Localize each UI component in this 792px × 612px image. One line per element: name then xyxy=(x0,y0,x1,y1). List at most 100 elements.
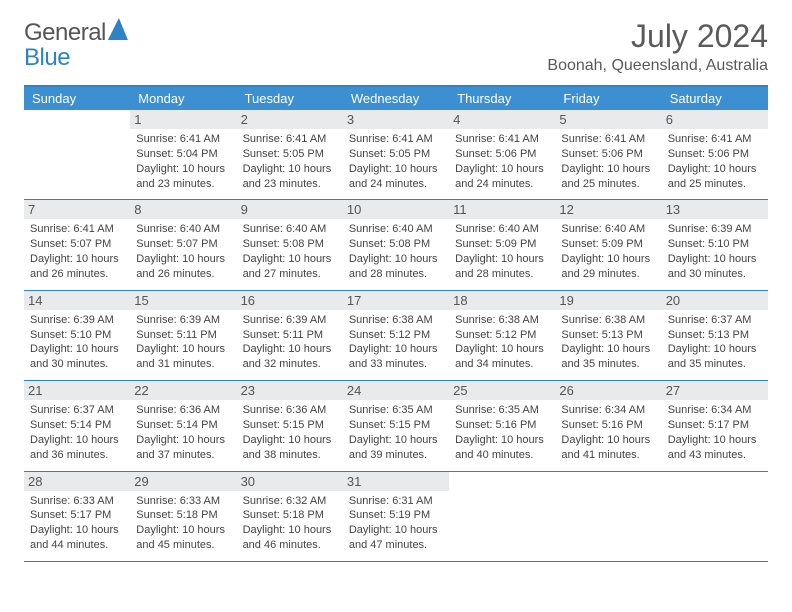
sunset-line: Sunset: 5:09 PM xyxy=(561,237,655,252)
day-info: Sunrise: 6:41 AMSunset: 5:05 PMDaylight:… xyxy=(349,132,443,191)
calendar-cell: 19Sunrise: 6:38 AMSunset: 5:13 PMDayligh… xyxy=(555,291,661,380)
calendar-week: 7Sunrise: 6:41 AMSunset: 5:07 PMDaylight… xyxy=(24,200,768,290)
calendar-week: 14Sunrise: 6:39 AMSunset: 5:10 PMDayligh… xyxy=(24,291,768,381)
day-info: Sunrise: 6:34 AMSunset: 5:17 PMDaylight:… xyxy=(668,403,762,462)
calendar-cell: 26 Sunrise: 6:34 AMSunset: 5:16 PMDayligh… xyxy=(555,381,661,470)
day-number: 15 xyxy=(130,291,236,310)
day-number: 5 xyxy=(555,110,661,129)
sunrise-line: Sunrise: 6:39 AM xyxy=(243,313,337,328)
sunset-line: Sunset: 5:07 PM xyxy=(136,237,230,252)
sunset-line: Sunset: 5:17 PM xyxy=(668,418,762,433)
dow-friday: Friday xyxy=(555,87,661,110)
sunrise-line: Sunrise: 6:31 AM xyxy=(349,494,443,509)
sunrise-line: Sunrise: 6:41 AM xyxy=(668,132,762,147)
daylight1-line: Daylight: 10 hours xyxy=(455,342,549,357)
daylight1-line: Daylight: 10 hours xyxy=(668,342,762,357)
daylight1-line: Daylight: 10 hours xyxy=(349,523,443,538)
day-info: Sunrise: 6:37 AMSunset: 5:14 PMDaylight:… xyxy=(30,403,124,462)
sunrise-line: Sunrise: 6:38 AM xyxy=(561,313,655,328)
day-number: 6 xyxy=(662,110,768,129)
daylight2-line: and 29 minutes. xyxy=(561,267,655,282)
day-number: 13 xyxy=(662,200,768,219)
sunset-line: Sunset: 5:11 PM xyxy=(243,328,337,343)
day-number: 10 xyxy=(343,200,449,219)
calendar-cell: 3Sunrise: 6:41 AMSunset: 5:05 PMDaylight… xyxy=(343,110,449,199)
sunset-line: Sunset: 5:07 PM xyxy=(30,237,124,252)
sunset-line: Sunset: 5:15 PM xyxy=(243,418,337,433)
sunrise-line: Sunrise: 6:36 AM xyxy=(243,403,337,418)
calendar-cell: 20Sunrise: 6:37 AMSunset: 5:13 PMDayligh… xyxy=(662,291,768,380)
daylight2-line: and 35 minutes. xyxy=(561,357,655,372)
daylight1-line: Daylight: 10 hours xyxy=(455,252,549,267)
sunrise-line: Sunrise: 6:40 AM xyxy=(349,222,443,237)
month-title: July 2024 xyxy=(547,18,768,55)
day-info: Sunrise: 6:41 AMSunset: 5:06 PMDaylight:… xyxy=(668,132,762,191)
sunset-line: Sunset: 5:12 PM xyxy=(455,328,549,343)
calendar: Sunday Monday Tuesday Wednesday Thursday… xyxy=(24,85,768,562)
daylight2-line: and 30 minutes. xyxy=(30,357,124,372)
sunrise-line: Sunrise: 6:35 AM xyxy=(349,403,443,418)
day-info: Sunrise: 6:41 AMSunset: 5:07 PMDaylight:… xyxy=(30,222,124,281)
page-header: GeneralBlue July 2024 Boonah, Queensland… xyxy=(24,18,768,75)
daylight2-line: and 38 minutes. xyxy=(243,448,337,463)
sunrise-line: Sunrise: 6:36 AM xyxy=(136,403,230,418)
calendar-cell: 4 Sunrise: 6:41 AMSunset: 5:06 PMDaylight… xyxy=(449,110,555,199)
sunset-line: Sunset: 5:06 PM xyxy=(668,147,762,162)
daylight2-line: and 39 minutes. xyxy=(349,448,443,463)
day-number: 4 xyxy=(449,110,555,129)
sunrise-line: Sunrise: 6:40 AM xyxy=(455,222,549,237)
daylight1-line: Daylight: 10 hours xyxy=(136,162,230,177)
sunset-line: Sunset: 5:17 PM xyxy=(30,508,124,523)
sunset-line: Sunset: 5:13 PM xyxy=(561,328,655,343)
sunrise-line: Sunrise: 6:33 AM xyxy=(136,494,230,509)
daylight2-line: and 28 minutes. xyxy=(349,267,443,282)
day-info: Sunrise: 6:34 AMSunset: 5:16 PMDaylight:… xyxy=(561,403,655,462)
calendar-week: 1Sunrise: 6:41 AMSunset: 5:04 PMDaylight… xyxy=(24,110,768,200)
daylight2-line: and 33 minutes. xyxy=(349,357,443,372)
daylight2-line: and 27 minutes. xyxy=(243,267,337,282)
brand-text-1: General xyxy=(24,19,106,46)
dow-sunday: Sunday xyxy=(24,87,130,110)
sunrise-line: Sunrise: 6:41 AM xyxy=(136,132,230,147)
day-number: 22 xyxy=(130,381,236,400)
sunrise-line: Sunrise: 6:40 AM xyxy=(243,222,337,237)
daylight1-line: Daylight: 10 hours xyxy=(349,252,443,267)
daylight2-line: and 31 minutes. xyxy=(136,357,230,372)
calendar-cell: 24Sunrise: 6:35 AMSunset: 5:15 PMDayligh… xyxy=(343,381,449,470)
daylight1-line: Daylight: 10 hours xyxy=(30,433,124,448)
calendar-cell: 13Sunrise: 6:39 AMSunset: 5:10 PMDayligh… xyxy=(662,200,768,289)
day-number: 26 xyxy=(555,381,661,400)
daylight1-line: Daylight: 10 hours xyxy=(561,342,655,357)
location-label: Boonah, Queensland, Australia xyxy=(547,57,768,75)
sunrise-line: Sunrise: 6:40 AM xyxy=(136,222,230,237)
calendar-cell: 25Sunrise: 6:35 AMSunset: 5:16 PMDayligh… xyxy=(449,381,555,470)
daylight2-line: and 23 minutes. xyxy=(243,177,337,192)
sunset-line: Sunset: 5:06 PM xyxy=(561,147,655,162)
daylight2-line: and 24 minutes. xyxy=(349,177,443,192)
day-info: Sunrise: 6:40 AMSunset: 5:08 PMDaylight:… xyxy=(349,222,443,281)
calendar-cell: 12Sunrise: 6:40 AMSunset: 5:09 PMDayligh… xyxy=(555,200,661,289)
day-number: 7 xyxy=(24,200,130,219)
daylight2-line: and 40 minutes. xyxy=(455,448,549,463)
day-info: Sunrise: 6:38 AMSunset: 5:12 PMDaylight:… xyxy=(349,313,443,372)
sunrise-line: Sunrise: 6:38 AM xyxy=(349,313,443,328)
sail-icon xyxy=(108,18,128,40)
day-info: Sunrise: 6:41 AMSunset: 5:06 PMDaylight:… xyxy=(455,132,549,191)
daylight1-line: Daylight: 10 hours xyxy=(349,342,443,357)
calendar-cell: 30Sunrise: 6:32 AMSunset: 5:18 PMDayligh… xyxy=(237,472,343,561)
sunrise-line: Sunrise: 6:41 AM xyxy=(30,222,124,237)
day-number: 11 xyxy=(449,200,555,219)
day-info: Sunrise: 6:40 AMSunset: 5:08 PMDaylight:… xyxy=(243,222,337,281)
daylight1-line: Daylight: 10 hours xyxy=(561,162,655,177)
sunrise-line: Sunrise: 6:39 AM xyxy=(30,313,124,328)
calendar-cell: 15Sunrise: 6:39 AMSunset: 5:11 PMDayligh… xyxy=(130,291,236,380)
day-number: 16 xyxy=(237,291,343,310)
day-info: Sunrise: 6:41 AMSunset: 5:04 PMDaylight:… xyxy=(136,132,230,191)
sunset-line: Sunset: 5:04 PM xyxy=(136,147,230,162)
calendar-cell: 14Sunrise: 6:39 AMSunset: 5:10 PMDayligh… xyxy=(24,291,130,380)
daylight2-line: and 47 minutes. xyxy=(349,538,443,553)
calendar-cell: 16Sunrise: 6:39 AMSunset: 5:11 PMDayligh… xyxy=(237,291,343,380)
calendar-cell xyxy=(662,472,768,561)
title-block: July 2024 Boonah, Queensland, Australia xyxy=(547,18,768,75)
day-number: 20 xyxy=(662,291,768,310)
